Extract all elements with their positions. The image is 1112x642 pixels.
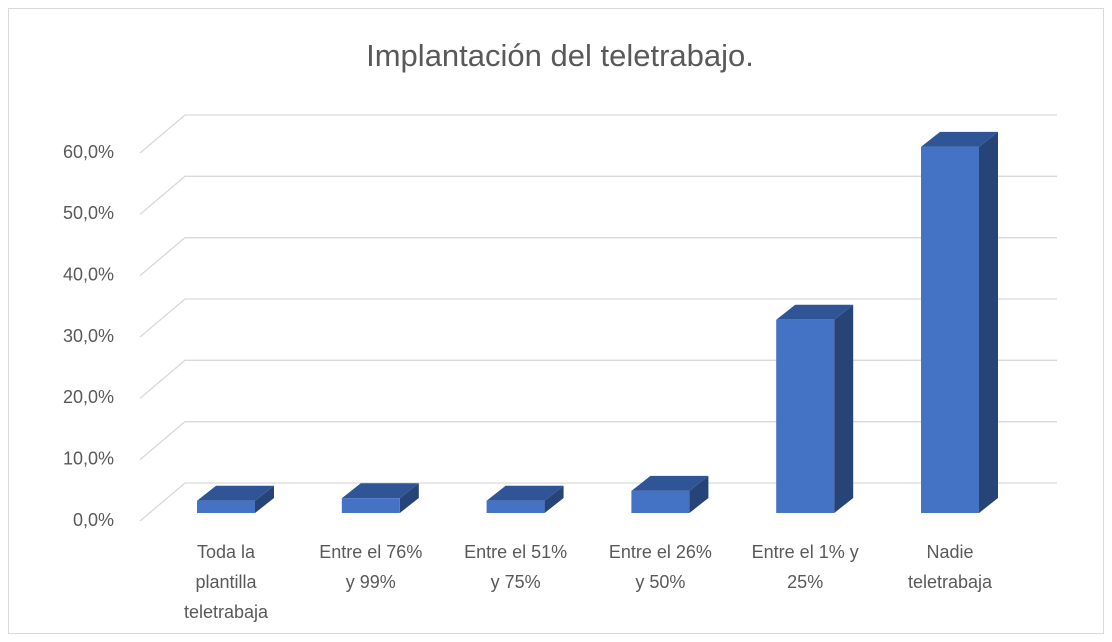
grid-line [139, 421, 1057, 461]
bar [197, 485, 274, 513]
grid-line [139, 482, 1057, 522]
bar-side [834, 304, 854, 513]
y-tick-label: 10,0% [63, 448, 114, 468]
x-tick-label: Nadie teletrabaja [908, 542, 993, 592]
grid-line [139, 359, 1057, 399]
grid-line [139, 237, 1057, 277]
chart-title: Implantación del teletrabajo. [366, 38, 754, 73]
grid-line [139, 298, 1057, 338]
y-tick-label: 40,0% [63, 264, 114, 284]
bar-front [631, 490, 690, 513]
bar [486, 485, 564, 513]
bar-front [197, 500, 255, 513]
x-tick-label: Entre el 76% y 99% [319, 542, 422, 592]
x-tick-label: Entre el 1% y 25% [752, 542, 859, 592]
grid-line [139, 175, 1057, 215]
y-tick-label: 30,0% [63, 326, 114, 346]
bar-side [544, 485, 564, 513]
bar-top [921, 131, 998, 147]
bar-side [399, 483, 419, 513]
bar-front [486, 500, 545, 513]
grid-line [139, 114, 1057, 154]
bar [341, 483, 419, 513]
y-tick-label: 50,0% [63, 203, 114, 223]
bar-top [341, 483, 419, 499]
y-tick-label: 20,0% [63, 387, 114, 407]
bar-side [689, 475, 709, 513]
x-tick-label: Entre el 51% y 75% [464, 542, 567, 592]
bar [776, 304, 854, 513]
x-tick-label: Toda la plantilla teletrabaja [184, 542, 269, 622]
bar-front [341, 498, 400, 513]
bar-top [631, 475, 709, 491]
bar [631, 475, 709, 513]
x-tick-label: Entre el 26% y 50% [609, 542, 712, 592]
bar-side [979, 131, 998, 513]
bar-side [255, 485, 274, 513]
y-tick-label: 0,0% [73, 510, 114, 530]
bar [921, 131, 998, 513]
bar-front [921, 146, 979, 513]
y-tick-label: 60,0% [63, 142, 114, 162]
bar-top [197, 485, 274, 501]
bar-top [486, 485, 564, 501]
bar-top [776, 304, 854, 320]
bar-front [776, 319, 835, 513]
